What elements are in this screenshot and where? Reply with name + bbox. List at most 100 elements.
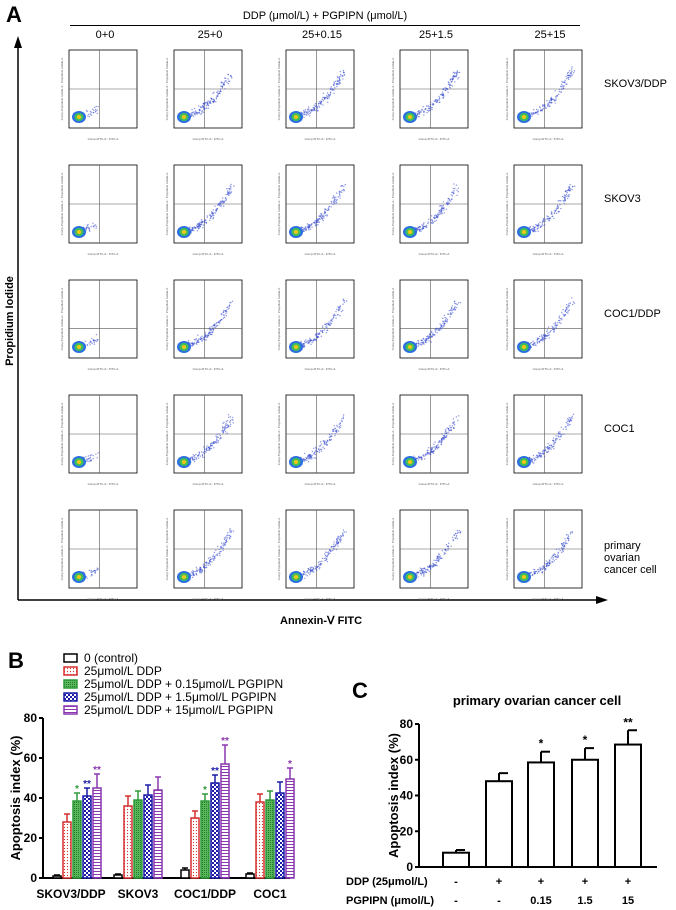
event-dot — [570, 420, 573, 422]
event-dot — [564, 314, 566, 316]
event-dot — [567, 305, 569, 307]
event-dot — [443, 209, 445, 211]
event-dot — [192, 458, 194, 460]
y-tick-label: 0 — [406, 860, 413, 874]
event-dot — [416, 571, 419, 574]
event-dot — [431, 566, 434, 568]
event-dot — [227, 82, 230, 85]
event-dot — [421, 341, 423, 344]
event-dot — [333, 425, 335, 427]
event-dot — [206, 445, 208, 447]
event-dot — [195, 338, 197, 340]
event-dot — [420, 230, 422, 232]
event-dot — [310, 343, 312, 345]
event-dot — [571, 297, 573, 299]
event-dot — [572, 301, 575, 303]
event-dot — [553, 327, 555, 329]
event-dot — [319, 560, 321, 563]
event-dot — [431, 564, 433, 566]
event-dot — [304, 226, 307, 228]
event-dot — [543, 333, 545, 336]
event-dot — [431, 219, 434, 222]
event-dot — [435, 217, 437, 219]
event-dot — [451, 422, 454, 424]
event-dot — [417, 110, 420, 113]
event-dot — [333, 541, 335, 543]
event-dot — [224, 541, 227, 544]
plot-x-label: Comp-FITC-A:: FITC-A — [533, 597, 564, 601]
event-dot — [320, 335, 322, 338]
event-dot — [92, 339, 95, 341]
event-dot — [431, 106, 433, 109]
event-dot — [337, 541, 340, 543]
panel-b-letter: B — [8, 648, 24, 673]
significance-mark: * — [583, 733, 588, 747]
event-dot — [319, 215, 321, 217]
event-dot — [443, 88, 445, 91]
event-dot — [569, 76, 571, 78]
event-dot — [93, 106, 96, 109]
event-dot — [456, 71, 459, 73]
event-dot — [431, 222, 434, 224]
event-dot — [322, 92, 325, 95]
event-dot — [547, 564, 550, 567]
event-dot — [212, 554, 215, 557]
event-dot — [333, 314, 335, 317]
event-dot — [331, 88, 333, 90]
event-dot — [337, 536, 340, 538]
event-dot — [536, 457, 539, 459]
event-dot — [193, 461, 196, 463]
event-dot — [202, 105, 205, 107]
event-dot — [444, 316, 446, 319]
event-dot — [559, 438, 561, 441]
event-dot — [562, 87, 565, 90]
event-dot — [222, 422, 224, 425]
event-dot — [535, 108, 538, 111]
event-dot — [211, 444, 214, 447]
event-dot — [441, 205, 443, 207]
event-dot — [551, 215, 553, 218]
event-dot — [445, 432, 447, 434]
arrow-head-icon — [14, 36, 22, 48]
event-dot — [420, 458, 423, 460]
event-dot — [339, 426, 342, 429]
event-dot — [565, 534, 568, 536]
significance-mark: ** — [211, 766, 219, 777]
event-dot — [444, 428, 447, 431]
x-axis-label: Annexin-Ⅴ FITC — [280, 615, 363, 627]
event-dot — [92, 222, 94, 224]
event-dot — [430, 451, 433, 453]
event-dot — [334, 433, 336, 435]
plot-y-label: Comp-Propidium Iodide-A:: Propidium Iodi… — [165, 58, 169, 121]
event-dot — [529, 572, 531, 574]
event-dot — [455, 71, 457, 74]
event-dot — [429, 335, 432, 338]
event-dot — [318, 449, 321, 452]
event-dot — [304, 577, 306, 580]
event-dot — [343, 300, 345, 302]
event-dot — [340, 538, 342, 540]
event-dot — [536, 225, 539, 227]
event-dot — [191, 343, 194, 345]
event-dot — [444, 319, 447, 321]
event-dot — [316, 218, 319, 220]
event-dot — [344, 183, 347, 186]
event-dot — [207, 449, 209, 452]
event-dot — [434, 448, 436, 450]
event-dot — [209, 445, 212, 447]
event-dot — [417, 342, 420, 345]
event-dot — [450, 194, 452, 196]
event-dot — [318, 217, 320, 220]
event-dot — [201, 335, 203, 338]
event-dot — [311, 341, 313, 344]
event-dot — [342, 303, 344, 305]
event-dot — [531, 228, 533, 230]
event-dot — [434, 441, 436, 443]
event-dot — [548, 217, 550, 219]
event-dot — [560, 85, 562, 88]
event-dot — [340, 424, 342, 426]
event-dot — [211, 326, 213, 328]
event-dot — [323, 329, 326, 331]
event-dot — [319, 441, 322, 443]
event-dot — [193, 338, 196, 341]
